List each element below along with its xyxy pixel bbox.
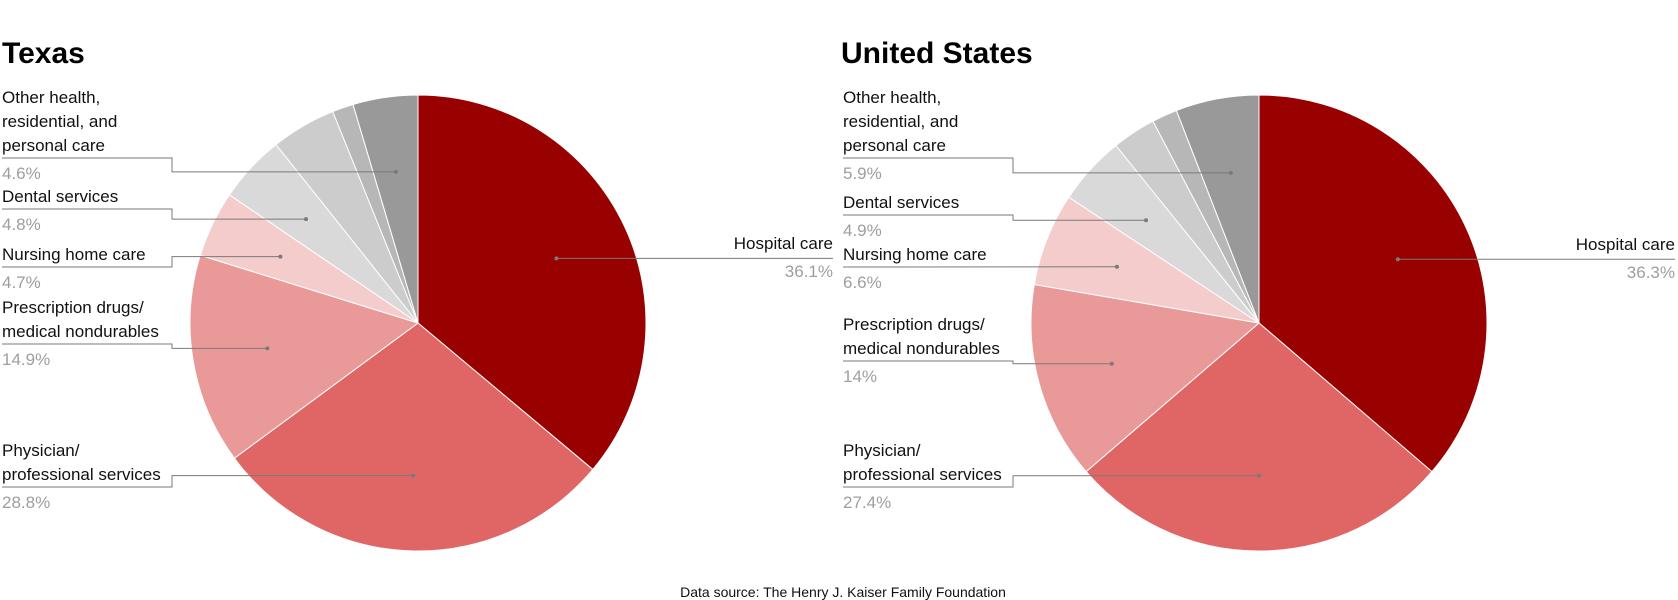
texas-label-physician-professional-services-value: 28.8% [2, 493, 50, 512]
texas-label-other-health-residential-and-personal-care-value: 4.6% [2, 164, 41, 183]
us-label-prescription-drugs-medical-nondurables-leader [843, 360, 1112, 365]
us-label-nursing-home-care-anchor [1114, 264, 1119, 269]
us-chart: United States Hospital care 36.3% Physicia… [841, 37, 1675, 552]
texas-label-dental-services-leader [2, 208, 306, 220]
us-label-physician-professional-services-leader [843, 475, 1259, 488]
texas-label-prescription-drugs-medical-nondurables-value: 14.9% [2, 350, 50, 369]
texas-label-physician-professional-services: Physician/professional services [2, 441, 161, 484]
texas-label-nursing-home-care-anchor [278, 254, 283, 259]
us-label-prescription-drugs-medical-nondurables-value: 14% [843, 367, 877, 386]
texas-label-physician-professional-services-leader [2, 475, 414, 488]
texas-label-prescription-drugs-medical-nondurables-leader [2, 343, 268, 349]
us-label-other-health-residential-and-personal-care: Other health, residential, and personal ca… [843, 88, 958, 155]
us-label-hospital-care-anchor [1395, 257, 1400, 262]
data-source-note: Data source: The Henry J. Kaiser Family … [680, 584, 1006, 600]
texas-chart: Texas Hospital care 36.1% Physician/profes… [2, 37, 833, 552]
us-slice-hospital-care [1258, 94, 1488, 473]
texas-label-hospital-care: Hospital care [734, 234, 833, 253]
texas-slice-physician-professional-services [233, 322, 594, 552]
us-label-dental-services: Dental services [843, 193, 959, 212]
us-label-dental-services-anchor [1144, 218, 1149, 223]
texas-label-other-health-residential-and-personal-care: Other health, residential, and personal ca… [2, 88, 117, 155]
texas-label-dental-services-anchor [303, 217, 308, 222]
texas-chart-title: Texas [2, 37, 85, 70]
texas-label-nursing-home-care-leader [2, 256, 281, 268]
texas-label-hospital-care-anchor [554, 256, 559, 261]
texas-pie [189, 94, 647, 552]
us-chart-title: United States [841, 37, 1033, 70]
texas-label-other-health-residential-and-personal-care-leader [2, 157, 397, 173]
texas-label-other-health-residential-and-personal-care-anchor [394, 169, 399, 174]
us-label-dental-services-leader [843, 214, 1147, 221]
texas-label-hospital-care-value: 36.1% [785, 262, 833, 281]
texas-label-nursing-home-care: Nursing home care [2, 245, 146, 264]
us-labels: Hospital care 36.3% Physician/professional… [842, 88, 1675, 512]
us-label-other-health-residential-and-personal-care-value: 5.9% [843, 164, 882, 183]
texas-label-prescription-drugs-medical-nondurables: Prescription drugs/medical nondurables [2, 298, 159, 341]
us-slice-physician-professional-services [1085, 322, 1433, 552]
texas-slice-prescription-drugs-medical-nondurables [189, 254, 420, 459]
us-label-nursing-home-care: Nursing home care [843, 245, 987, 264]
us-slice-other-health-residential-and-personal-care [1175, 94, 1260, 324]
us-label-prescription-drugs-medical-nondurables-anchor [1109, 361, 1114, 366]
texas-label-nursing-home-care-value: 4.7% [2, 273, 41, 292]
texas-slice-other-health-residential-and-personal-care [352, 94, 419, 324]
us-label-prescription-drugs-medical-nondurables: Prescription drugs/medical nondurables [843, 315, 1000, 358]
us-label-other-health-residential-and-personal-care-anchor [1228, 170, 1233, 175]
us-label-hospital-care: Hospital care [1576, 235, 1675, 254]
us-label-physician-professional-services-value: 27.4% [843, 493, 891, 512]
us-label-hospital-care-value: 36.3% [1627, 263, 1675, 282]
texas-label-dental-services: Dental services [2, 187, 118, 206]
texas-slice-hospital-care [417, 94, 647, 471]
us-label-other-health-residential-and-personal-care-leader [843, 157, 1231, 174]
texas-labels: Hospital care 36.1% Physician/professional… [2, 88, 833, 512]
us-label-dental-services-value: 4.9% [843, 221, 882, 240]
us-label-physician-professional-services: Physician/professional services [843, 441, 1002, 484]
texas-label-physician-professional-services-anchor [411, 473, 416, 478]
us-pie [1030, 94, 1488, 552]
us-slice-prescription-drugs-medical-nondurables [1030, 283, 1261, 473]
us-label-nursing-home-care-value: 6.6% [843, 273, 882, 292]
us-label-physician-professional-services-anchor [1257, 473, 1261, 478]
texas-label-dental-services-value: 4.8% [2, 215, 41, 234]
texas-label-prescription-drugs-medical-nondurables-anchor [265, 346, 270, 351]
